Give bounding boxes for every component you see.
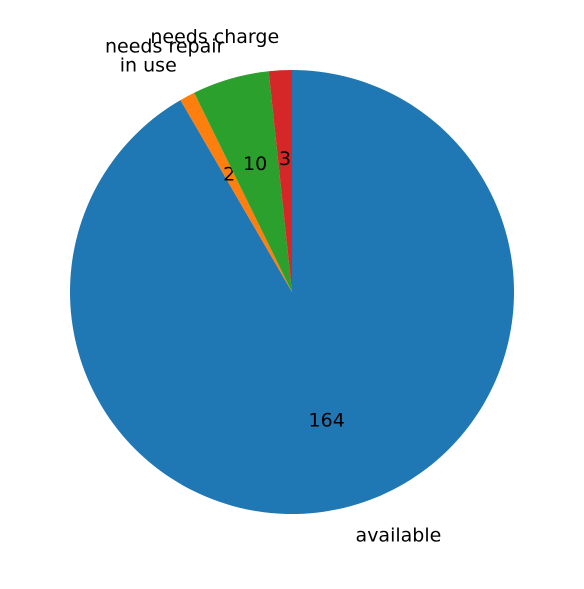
slice-value-label-needs-repair: 10 [243, 153, 267, 175]
slice-label-in-use: in use [120, 55, 177, 77]
pie-slice-in-use [180, 92, 292, 292]
slice-value-label-available: 164 [309, 410, 345, 432]
slice-label-needs-repair: needs repair [105, 35, 224, 57]
pie-slice-needs-charge [268, 70, 292, 292]
slice-value-label-needs-charge: 3 [279, 148, 291, 170]
pie-slice-needs-repair [194, 71, 292, 292]
slice-label-available: available [356, 524, 442, 546]
slice-label-needs-charge: needs charge [150, 26, 279, 48]
